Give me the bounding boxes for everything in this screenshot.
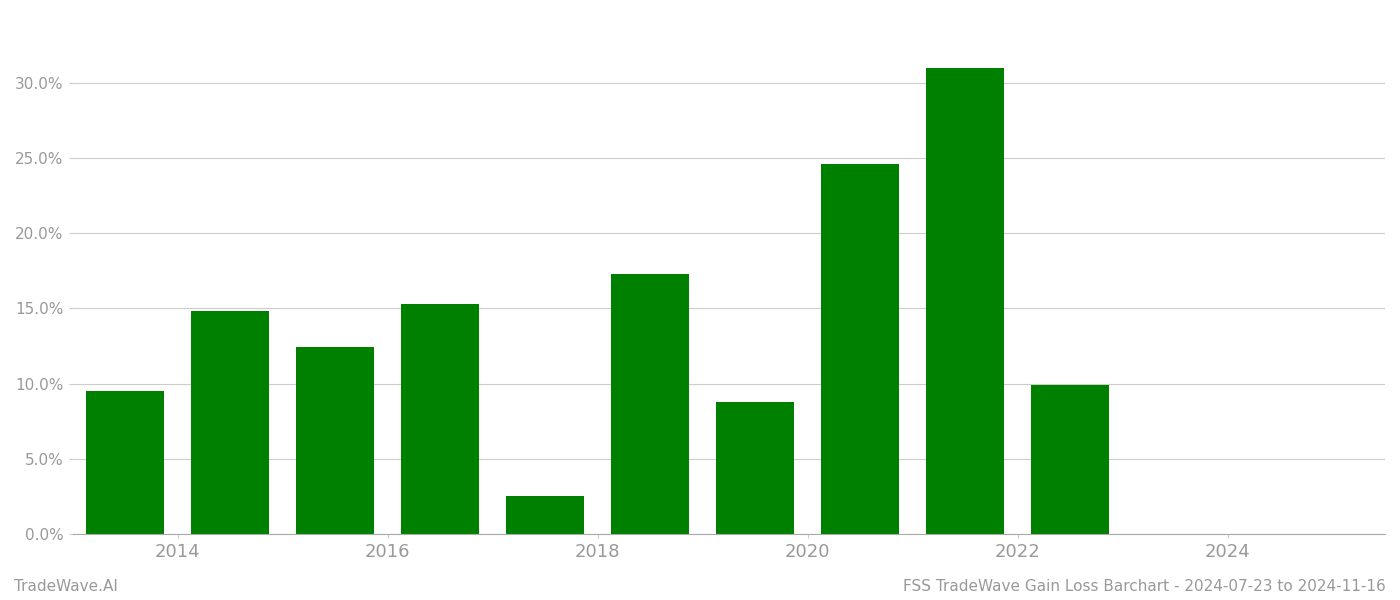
Bar (400, 304, 479, 534)
Bar (820, 164, 899, 534)
Bar (85, 391, 164, 534)
Bar (295, 347, 374, 534)
Bar (505, 496, 584, 534)
Bar (715, 401, 794, 534)
Bar (190, 311, 269, 534)
Text: TradeWave.AI: TradeWave.AI (14, 579, 118, 594)
Bar (1030, 385, 1109, 534)
Bar (610, 274, 689, 534)
Text: FSS TradeWave Gain Loss Barchart - 2024-07-23 to 2024-11-16: FSS TradeWave Gain Loss Barchart - 2024-… (903, 579, 1386, 594)
Bar (925, 68, 1004, 534)
